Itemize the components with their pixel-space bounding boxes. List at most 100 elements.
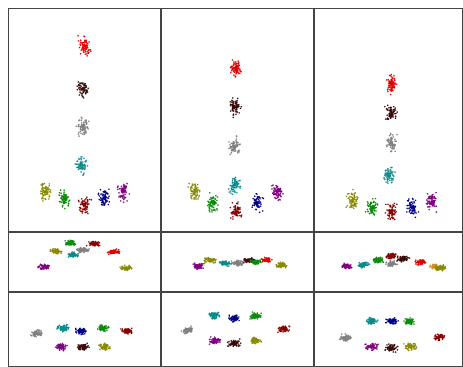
point <box>430 197 433 199</box>
point <box>236 318 239 321</box>
point <box>267 260 270 263</box>
point <box>406 211 408 213</box>
point <box>250 340 252 342</box>
point <box>109 252 112 255</box>
cluster-center <box>208 258 212 262</box>
point <box>81 200 84 202</box>
point <box>46 192 48 194</box>
point <box>84 40 86 43</box>
point <box>372 212 375 215</box>
point <box>387 182 389 184</box>
point <box>237 64 240 67</box>
point <box>235 65 238 68</box>
point <box>233 71 236 74</box>
point <box>227 345 230 347</box>
point <box>277 266 280 268</box>
point <box>395 112 397 115</box>
point <box>392 252 394 255</box>
point <box>233 206 235 208</box>
point <box>61 194 63 197</box>
point <box>251 316 254 319</box>
point <box>434 199 436 202</box>
point <box>388 214 391 217</box>
point <box>228 343 230 345</box>
point <box>43 197 45 200</box>
point <box>80 333 82 336</box>
point <box>236 99 238 102</box>
point <box>231 193 234 195</box>
point <box>389 117 392 120</box>
point <box>258 211 261 214</box>
point <box>191 194 193 197</box>
point <box>54 346 57 348</box>
point <box>57 249 60 252</box>
point <box>61 199 64 201</box>
point <box>349 202 351 204</box>
point <box>376 202 378 205</box>
point <box>386 169 389 172</box>
point <box>73 244 76 247</box>
point <box>435 211 438 213</box>
point <box>259 261 262 263</box>
point <box>261 210 264 212</box>
point <box>392 108 395 111</box>
point <box>235 113 237 116</box>
point <box>98 325 101 328</box>
point <box>47 264 49 266</box>
point <box>261 260 264 263</box>
point <box>388 208 391 211</box>
point <box>236 316 238 319</box>
point <box>392 213 395 215</box>
point <box>379 257 382 260</box>
point-cloud <box>229 97 243 119</box>
point <box>250 258 253 260</box>
point <box>57 252 59 255</box>
point <box>65 329 68 332</box>
point <box>208 210 211 213</box>
point <box>86 196 88 199</box>
point <box>120 185 123 188</box>
point-cloud <box>385 132 398 153</box>
cluster-center <box>35 331 39 335</box>
point <box>230 151 233 154</box>
point <box>127 333 129 335</box>
point <box>228 317 230 319</box>
cluster-center <box>254 314 258 318</box>
point <box>232 103 234 105</box>
point <box>85 53 88 55</box>
point <box>60 192 63 195</box>
point <box>383 178 386 180</box>
point <box>388 141 391 144</box>
point <box>392 177 394 180</box>
point <box>385 263 387 266</box>
point <box>107 327 109 329</box>
point <box>40 333 42 336</box>
point <box>425 199 428 201</box>
point <box>77 254 79 256</box>
point <box>254 199 257 202</box>
point <box>81 47 83 50</box>
point-cloud <box>229 201 243 220</box>
point <box>249 318 251 320</box>
point <box>390 138 393 141</box>
point <box>393 110 396 113</box>
point <box>411 212 414 215</box>
point <box>45 193 48 196</box>
point <box>390 90 393 92</box>
point <box>251 206 253 209</box>
point <box>417 264 420 266</box>
point <box>85 47 87 49</box>
point <box>214 198 217 201</box>
point <box>359 263 362 265</box>
point <box>208 192 211 194</box>
point <box>45 268 48 270</box>
point <box>213 317 216 320</box>
point <box>182 331 185 333</box>
point <box>395 83 398 85</box>
point <box>432 204 435 207</box>
point <box>437 267 439 270</box>
point <box>236 106 239 109</box>
point <box>231 262 234 264</box>
cluster-center <box>223 261 227 265</box>
point <box>76 255 79 258</box>
